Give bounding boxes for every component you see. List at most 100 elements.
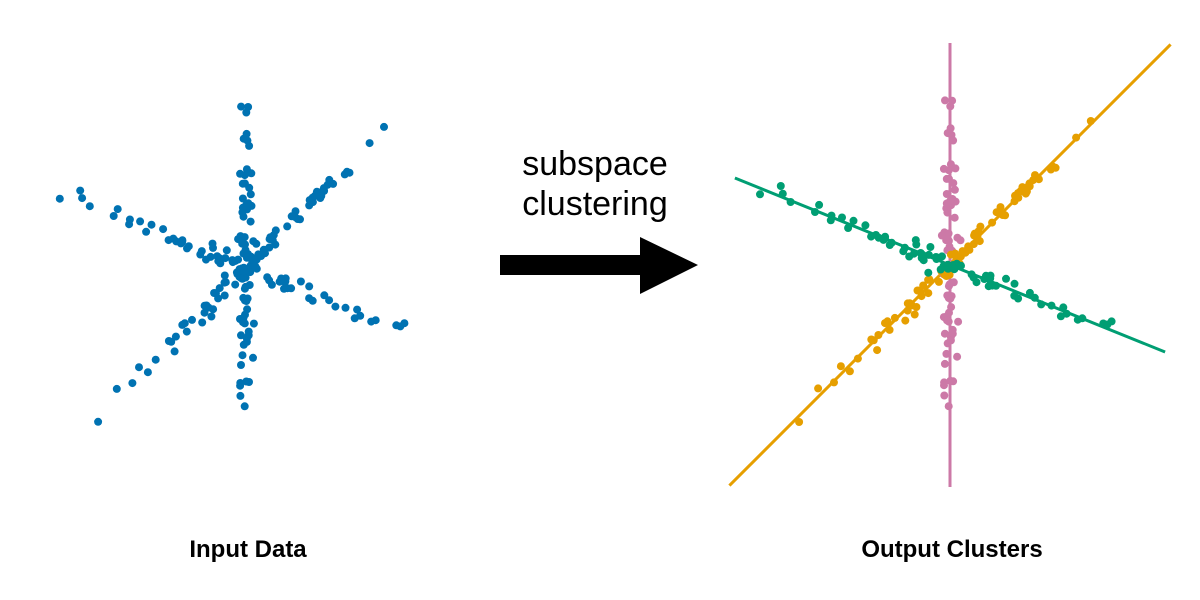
cluster-point-diagonal [1025, 182, 1034, 191]
cluster-point-vertical [940, 381, 948, 390]
cluster-point-diagonal [917, 292, 926, 301]
input-data-point [356, 311, 365, 320]
input-data-point [170, 347, 179, 356]
cluster-point-shallow [1047, 301, 1056, 310]
input-data-point [331, 302, 340, 311]
input-data-point [353, 305, 362, 314]
cluster-point-diagonal [881, 319, 889, 328]
cluster-point-diagonal [924, 289, 933, 298]
cluster-point-diagonal [998, 211, 1007, 219]
input-data-point [182, 327, 191, 336]
input-data-point [246, 217, 255, 226]
input-data-point [265, 243, 274, 252]
cluster-point-vertical [939, 164, 948, 173]
input-data-point [147, 220, 156, 229]
input-data-point [239, 293, 248, 302]
input-data-point [178, 320, 187, 329]
cluster-point-vertical [942, 174, 951, 183]
input-data-point [237, 102, 246, 111]
input-data-point [198, 318, 207, 327]
input-data-point [85, 202, 94, 211]
input-data-point [345, 168, 354, 177]
input-data-point [232, 268, 241, 277]
input-data-point [188, 315, 196, 324]
cluster-point-diagonal [1020, 188, 1029, 197]
cluster-point-vertical [953, 352, 962, 361]
input-data-point [242, 129, 251, 138]
cluster-point-vertical [954, 317, 963, 326]
cluster-point-vertical [940, 359, 949, 368]
input-data-point [164, 337, 173, 345]
input-data-point [329, 179, 338, 188]
input-data-point [215, 284, 224, 293]
input-data-point [245, 183, 254, 192]
cluster-point-vertical [949, 179, 958, 188]
cluster-point-shallow [924, 250, 933, 259]
cluster-point-shallow [905, 252, 914, 261]
cluster-point-diagonal [901, 316, 910, 325]
cluster-point-shallow [1059, 303, 1068, 312]
input-data-point [252, 264, 261, 273]
input-data-point [113, 205, 122, 214]
input-data-point [247, 169, 256, 178]
input-data-point [159, 225, 168, 234]
input-data-point [239, 318, 247, 327]
input-data-point [94, 417, 103, 426]
cluster-points [756, 96, 1116, 426]
cluster-point-diagonal [969, 240, 978, 249]
cluster-point-vertical [946, 124, 955, 133]
output-clusters-caption: Output Clusters [861, 536, 1043, 563]
cluster-point-shallow [957, 261, 965, 270]
input-data-point [240, 267, 249, 276]
input-data-point [136, 217, 145, 226]
input-data-point [236, 381, 245, 390]
input-data-point [308, 296, 317, 305]
cluster-point-diagonal [988, 218, 997, 227]
cluster-point-shallow [849, 216, 858, 225]
cluster-point-shallow [1030, 293, 1039, 302]
input-data-point [320, 186, 329, 195]
input-data-point [283, 222, 292, 231]
input-data-point [287, 284, 296, 293]
arrow-label-subspace: subspace [522, 145, 668, 183]
input-data-point [287, 212, 296, 221]
cluster-point-shallow [1014, 294, 1023, 303]
input-data-scatter [55, 102, 409, 426]
input-data-caption: Input Data [189, 536, 307, 563]
cluster-point-shallow [838, 213, 846, 222]
cluster-point-diagonal [913, 286, 922, 295]
cluster-point-vertical [942, 190, 951, 198]
cluster-point-shallow [815, 200, 824, 209]
cluster-point-vertical [942, 199, 951, 208]
input-data-point [242, 377, 251, 386]
input-data-point [365, 139, 374, 148]
cluster-point-shallow [871, 231, 880, 239]
output-clusters-scatter [728, 43, 1172, 487]
cluster-point-vertical [950, 213, 959, 222]
input-data-point [315, 192, 324, 201]
cluster-point-shallow [936, 265, 945, 274]
input-data-point [263, 273, 272, 282]
cluster-point-vertical [953, 233, 962, 242]
input-data-point [221, 278, 230, 287]
cluster-point-vertical [950, 185, 959, 194]
cluster-point-diagonal [845, 367, 854, 376]
input-data-point [204, 303, 213, 312]
cluster-point-shallow [917, 254, 926, 262]
input-data-point [249, 319, 258, 328]
input-data-point [238, 194, 247, 203]
cluster-point-diagonal [874, 331, 883, 339]
cluster-point-vertical [946, 336, 955, 345]
input-data-point [249, 353, 257, 362]
cluster-point-vertical [941, 96, 949, 105]
cluster-point-vertical [948, 325, 957, 334]
input-data-point [240, 284, 249, 293]
cluster-point-vertical [947, 303, 956, 312]
input-data-point [240, 402, 249, 411]
cluster-point-diagonal [873, 346, 882, 355]
input-data-point [176, 239, 185, 248]
cluster-point-diagonal [1011, 191, 1019, 200]
cluster-point-shallow [1010, 279, 1019, 288]
input-data-point [249, 237, 258, 246]
cluster-point-shallow [1025, 288, 1034, 297]
